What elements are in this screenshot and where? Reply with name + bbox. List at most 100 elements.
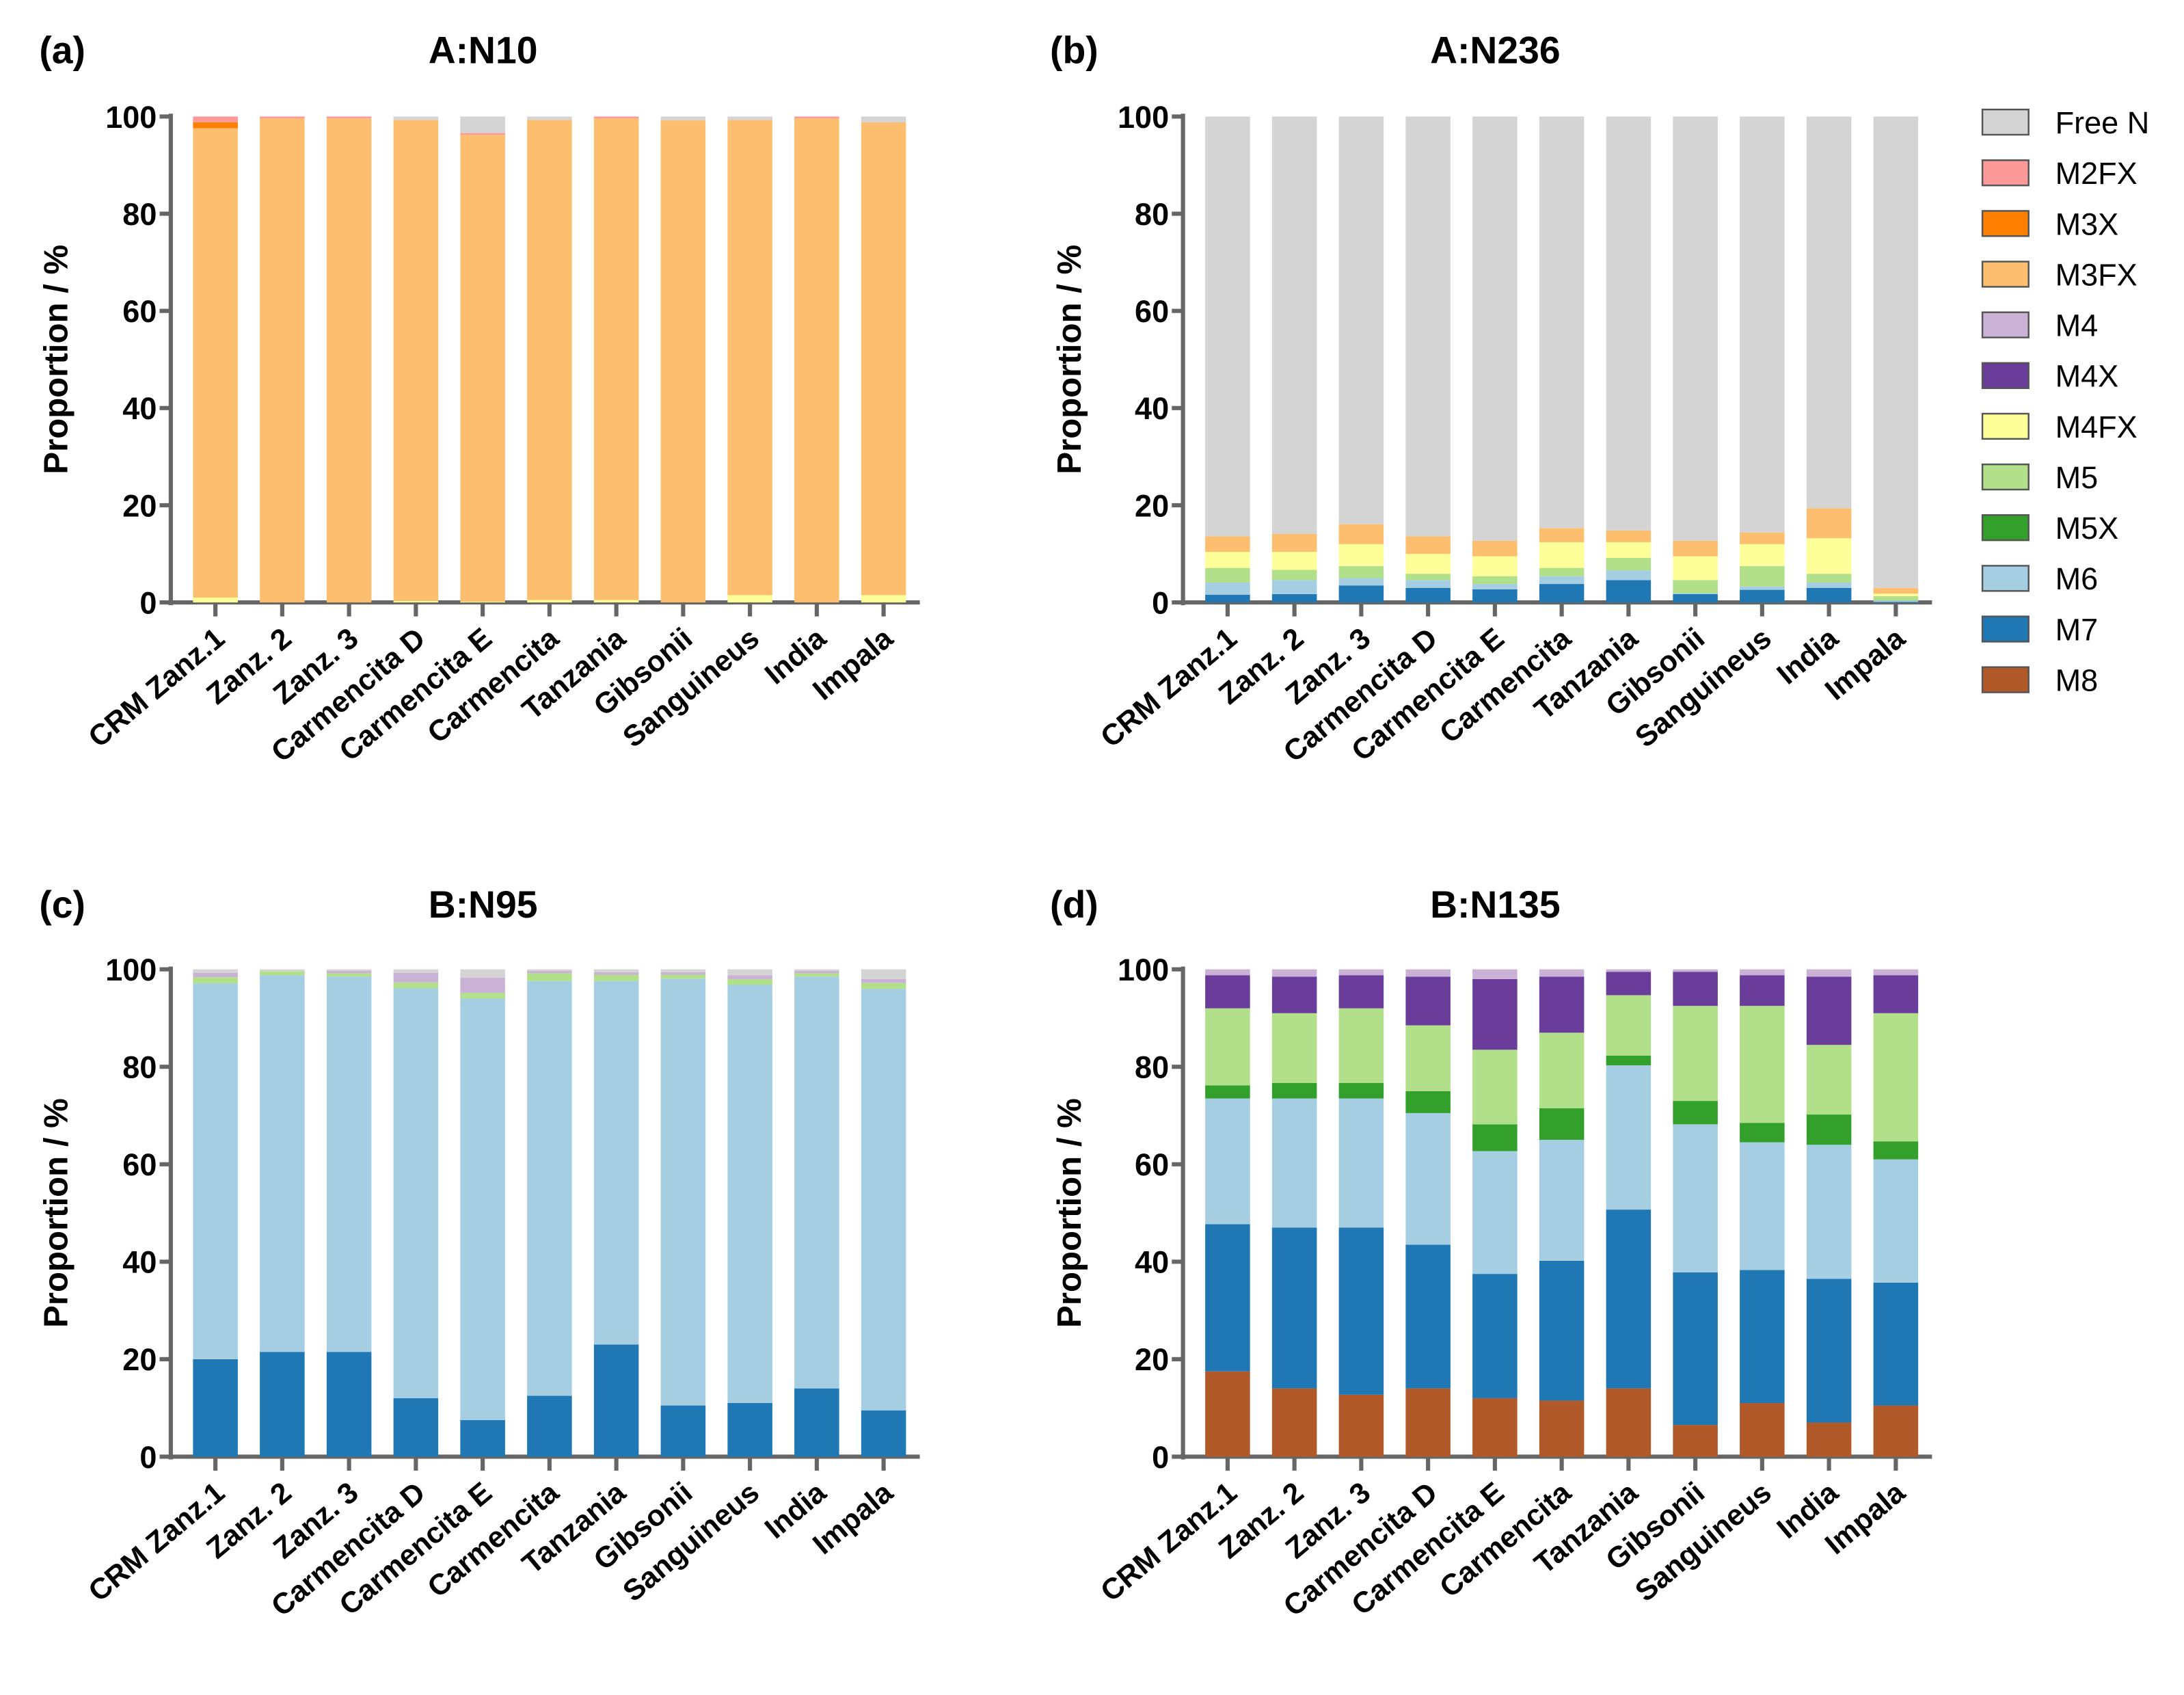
bar-segment-m5: [1205, 1008, 1250, 1086]
bar-segment-m8: [1271, 1388, 1317, 1457]
legend-item: M4X: [1981, 359, 2118, 394]
bar-segment-m4: [1205, 969, 1250, 976]
bar-segment-m5: [1606, 995, 1652, 1056]
bar-segment-m5: [1539, 568, 1585, 576]
bar-segment-m8: [1405, 1388, 1451, 1457]
y-axis-label: Proportion / %: [1051, 245, 1088, 475]
bar-segment-m4: [660, 972, 706, 975]
bar-segment-m6: [1673, 593, 1718, 595]
bar-segment-m5: [326, 973, 372, 977]
bar-segment-m4fx: [1405, 554, 1451, 574]
bar-segment-m4: [1873, 969, 1919, 976]
bar-segment-m3fx: [593, 118, 639, 600]
bar-segment-m4fx: [1472, 556, 1518, 576]
bar-stack: [593, 116, 639, 603]
chart-title: A:N10: [429, 29, 538, 72]
bar-segment-m4x: [1740, 975, 1785, 1006]
bar-segment-m3fx: [527, 120, 572, 600]
bar-segment-m5: [1472, 1050, 1518, 1125]
bar-segment-m6: [794, 976, 839, 1389]
bar-stack: [1606, 116, 1652, 603]
bar-stack: [1405, 116, 1451, 603]
bar-segment-free-n: [727, 116, 772, 120]
bar-segment-m6: [1606, 1065, 1652, 1210]
bar-segment-m6: [260, 975, 305, 1352]
y-tick-label: 40: [122, 391, 157, 426]
legend-swatch: [1981, 666, 2030, 693]
y-tick-label: 0: [1152, 585, 1169, 620]
bar-stack: [1271, 116, 1317, 603]
bar-segment-m5: [1271, 1013, 1317, 1083]
bar-stack: [393, 969, 439, 1457]
bar-segment-m4: [527, 970, 572, 974]
y-tick-label: 40: [1135, 1245, 1169, 1280]
legend-swatch: [1981, 412, 2030, 440]
legend-swatch: [1981, 261, 2030, 288]
bar-segment-m2fx: [260, 116, 305, 119]
bar-segment-m7: [1873, 1282, 1919, 1406]
bar-segment-free-n: [1873, 116, 1919, 588]
bar-segment-m3x: [193, 122, 238, 129]
bar-segment-m6: [1673, 1124, 1718, 1273]
bar-segment-m4x: [1338, 975, 1384, 1009]
bar-segment-free-n: [527, 116, 572, 120]
legend-item: M3X: [1981, 206, 2118, 241]
y-tick-label: 0: [139, 1440, 157, 1475]
bar-segment-m7: [1271, 594, 1317, 603]
bar-segment-m7: [1806, 587, 1852, 603]
bar-stack: [326, 969, 372, 1457]
bar-segment-m4fx: [527, 600, 572, 603]
bar-segment-m3fx: [393, 120, 439, 601]
bar-segment-m4: [326, 970, 372, 974]
bar-segment-free-n: [1271, 116, 1317, 534]
legend-item: M6: [1981, 561, 2098, 596]
y-tick-label: 0: [139, 585, 157, 620]
y-tick-label: 20: [122, 488, 157, 523]
legend-label: M8: [2055, 663, 2099, 698]
bar-segment-m6: [1338, 1098, 1384, 1228]
bar-segment-m4: [1338, 969, 1384, 976]
bar-segment-m5x: [1806, 1115, 1852, 1145]
bar-segment-m4: [861, 978, 906, 983]
bar-segment-m6: [1472, 1151, 1518, 1274]
bar-segment-m8: [1472, 1398, 1518, 1457]
bar-segment-m7: [326, 1352, 372, 1457]
legend-item: M4: [1981, 308, 2098, 343]
bar-segment-m3fx: [1606, 530, 1652, 542]
bar-segment-free-n: [593, 969, 639, 972]
bar-segment-m4fx: [1271, 552, 1317, 570]
legend-item: M5: [1981, 460, 2098, 495]
bar-segment-m5: [460, 992, 505, 999]
bar-segment-m4x: [1405, 976, 1451, 1026]
bar-segment-free-n: [1539, 116, 1585, 529]
bar-segment-m3fx: [1271, 533, 1317, 552]
bar-segment-m5x: [1740, 1123, 1785, 1143]
panel-label: (a): [39, 29, 85, 72]
bar-segment-m4: [1606, 969, 1652, 972]
y-axis-label: Proportion / %: [1051, 1098, 1088, 1328]
bar-segment-m7: [1472, 589, 1518, 603]
bar-segment-m5: [393, 982, 439, 989]
bar-segment-m5: [1673, 580, 1718, 593]
bar-segment-m6: [1405, 1112, 1451, 1245]
bar-segment-m3fx: [326, 118, 372, 603]
bar-segment-m4: [1271, 969, 1317, 977]
bar-segment-free-n: [861, 116, 906, 122]
bar-segment-m7: [660, 1405, 706, 1457]
bar-segment-m7: [193, 1359, 238, 1457]
bar-segment-m6: [1873, 600, 1919, 602]
bar-segment-m6: [1606, 570, 1652, 580]
bar-segment-m6: [1271, 580, 1317, 595]
bar-segment-m7: [861, 1410, 906, 1457]
bar-segment-m6: [1271, 1098, 1317, 1228]
bar-segment-m5x: [1539, 1108, 1585, 1140]
panel-label: (b): [1050, 29, 1098, 72]
bar-segment-m6: [1472, 584, 1518, 589]
bar-segment-m5: [1205, 568, 1250, 583]
bar-segment-m6: [326, 976, 372, 1352]
bar-segment-free-n: [1472, 116, 1518, 541]
bar-segment-m7: [1405, 587, 1451, 603]
bar-segment-m7: [1740, 589, 1785, 603]
y-tick-label: 60: [1135, 1147, 1169, 1182]
